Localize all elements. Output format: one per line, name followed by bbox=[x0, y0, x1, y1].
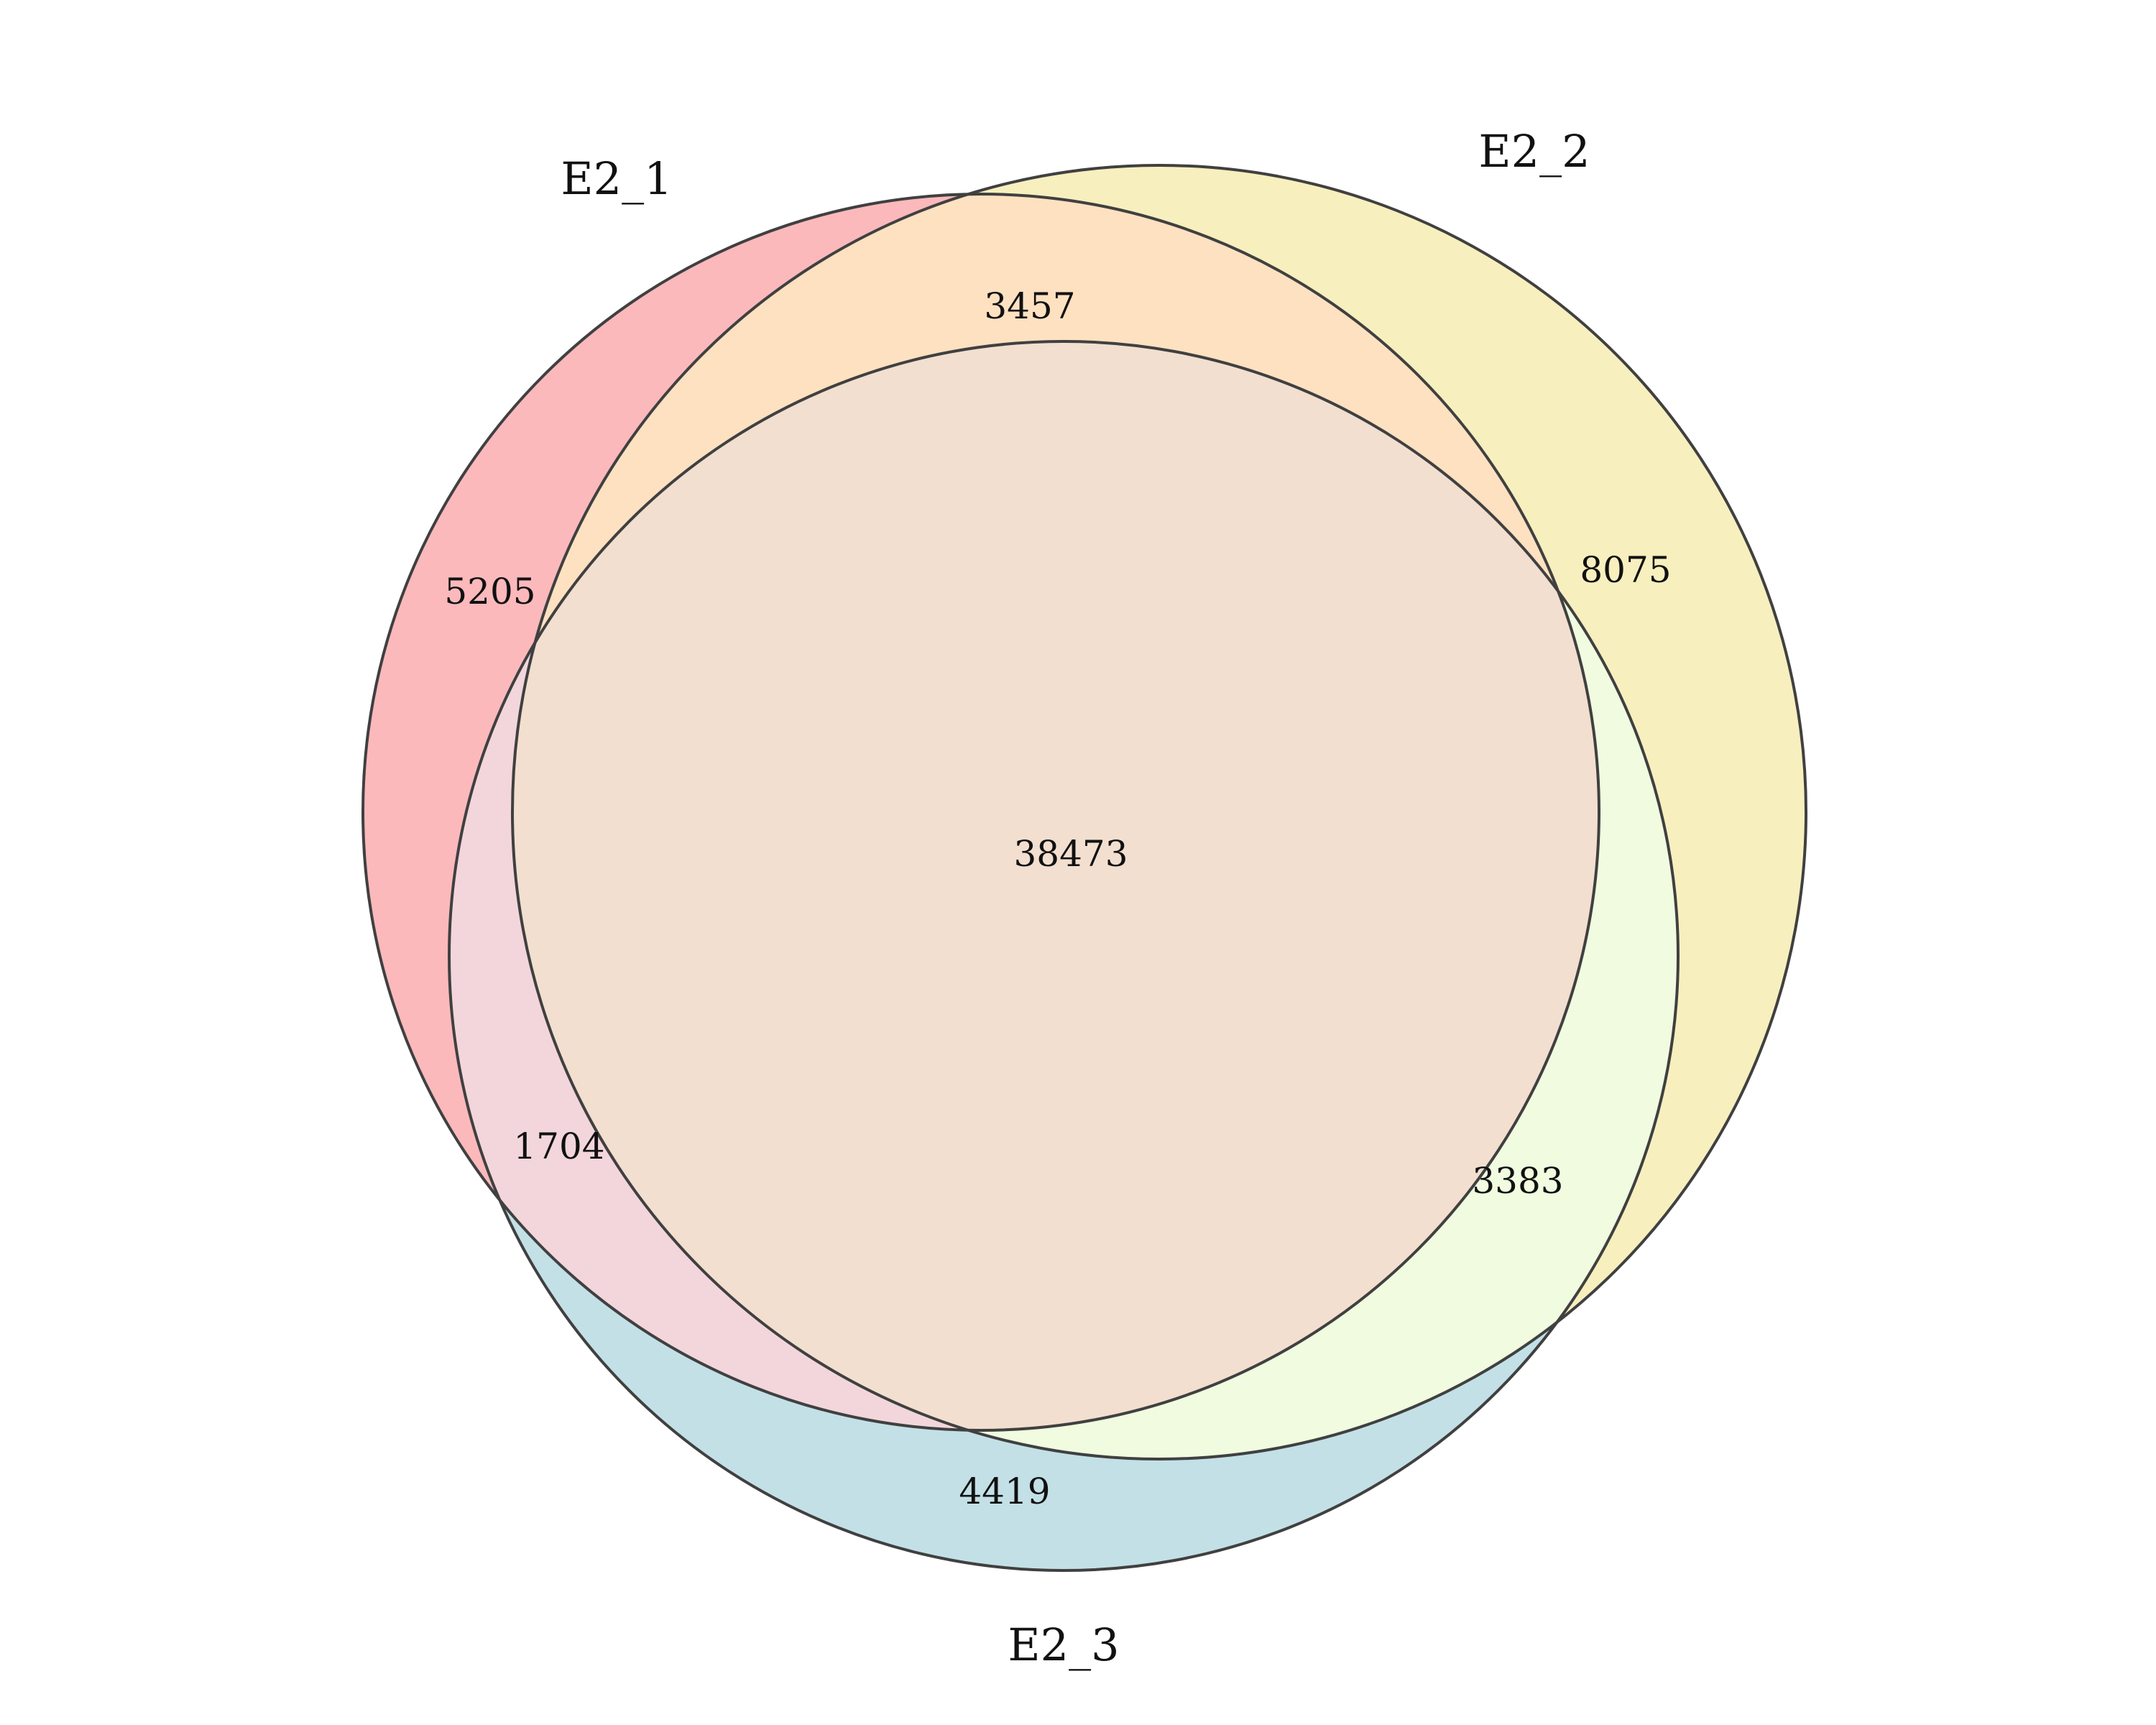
set-e2-1-outline bbox=[361, 193, 1600, 1432]
region-only-e2-3: 4419 bbox=[959, 1471, 1050, 1512]
set-e2-2-outline bbox=[511, 164, 1807, 1460]
set-e2-3-outline bbox=[448, 340, 1680, 1572]
region-e2-2-e2-3: 3383 bbox=[1472, 1160, 1563, 1202]
set-label-e2-1: E2_1 bbox=[561, 152, 672, 205]
set-label-e2-3: E2_3 bbox=[1008, 1619, 1119, 1671]
region-e2-1-e2-3: 1704 bbox=[513, 1126, 604, 1167]
region-fills bbox=[363, 165, 1806, 1570]
region-all-three: 38473 bbox=[1013, 833, 1128, 875]
region-only-e2-1: 5205 bbox=[444, 571, 535, 612]
set-label-e2-2: E2_2 bbox=[1478, 125, 1590, 178]
region-only-e2-2: 8075 bbox=[1580, 549, 1671, 591]
circle-outlines bbox=[361, 164, 1807, 1572]
region-e2-1-e2-2: 3457 bbox=[984, 285, 1075, 327]
region-all-fill bbox=[512, 341, 1599, 1430]
